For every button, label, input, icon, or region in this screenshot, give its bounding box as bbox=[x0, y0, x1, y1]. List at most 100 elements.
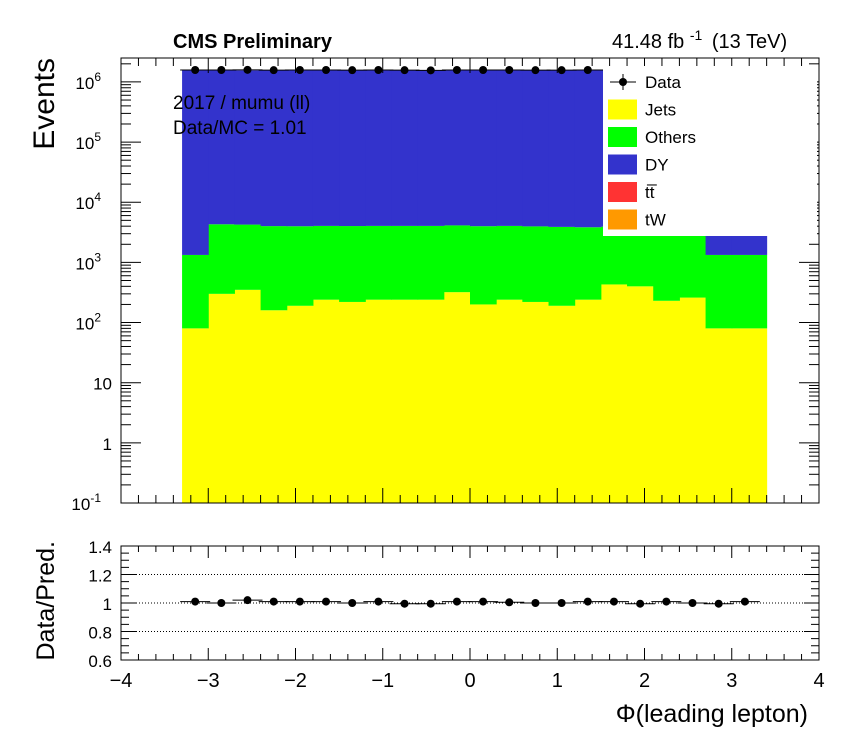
bar-jets bbox=[522, 301, 550, 503]
bar-dy bbox=[548, 70, 576, 227]
y-tick-label: 102 bbox=[75, 311, 101, 334]
ratio-point bbox=[688, 599, 697, 607]
data-point bbox=[557, 66, 566, 75]
bar-others bbox=[182, 254, 209, 329]
bar-others bbox=[627, 227, 654, 287]
x-tick-label: −2 bbox=[284, 670, 307, 692]
y-tick-exponent: -1 bbox=[90, 491, 101, 505]
bar-jets bbox=[391, 299, 419, 503]
bar-others bbox=[365, 225, 392, 300]
legend: Data Jets Others DY tt̅ tW bbox=[603, 66, 817, 236]
bar-jets bbox=[286, 305, 314, 503]
bar-others bbox=[574, 227, 602, 300]
bar-jets bbox=[627, 286, 654, 503]
legend-swatch-tw bbox=[608, 209, 637, 230]
y-tick-label: 10 bbox=[93, 375, 112, 394]
y-tick-label: 105 bbox=[75, 130, 101, 153]
bar-others bbox=[443, 225, 471, 293]
data-point bbox=[452, 65, 461, 74]
bar-dy bbox=[391, 70, 419, 226]
bar-others bbox=[417, 225, 445, 300]
bar-dy bbox=[443, 70, 471, 226]
bar-jets bbox=[496, 299, 523, 503]
legend-label-jets: Jets bbox=[645, 101, 676, 120]
bar-others bbox=[470, 226, 497, 305]
bar-jets bbox=[470, 304, 497, 503]
luminosity-label: 41.48 fb -1 (13 TeV) bbox=[612, 23, 787, 53]
bar-others bbox=[234, 224, 262, 290]
ratio-point bbox=[269, 597, 278, 606]
y-tick-exponent: 6 bbox=[94, 70, 101, 84]
y-axis-title-events: Events bbox=[28, 58, 61, 150]
ratio-y-tick-label: 0.6 bbox=[88, 652, 112, 671]
y-tick-base: 10 bbox=[75, 315, 94, 334]
data-point bbox=[583, 65, 592, 74]
selection-label: 2017 / mumu (ll) bbox=[173, 93, 310, 114]
legend-label-dy: DY bbox=[645, 156, 669, 175]
data-point bbox=[322, 65, 331, 74]
x-tick-label: −3 bbox=[197, 670, 220, 692]
legend-label-others: Others bbox=[645, 128, 696, 147]
ratio-point bbox=[740, 597, 749, 606]
ratio-point bbox=[479, 597, 488, 606]
bar-dy bbox=[496, 70, 523, 226]
ratio-point bbox=[322, 597, 331, 606]
legend-label-tw: tW bbox=[645, 211, 666, 230]
data-point bbox=[217, 65, 226, 74]
ratio-points bbox=[180, 596, 760, 608]
bar-jets bbox=[312, 299, 340, 503]
x-axis-top-ticks bbox=[120, 58, 820, 503]
bar-others bbox=[522, 226, 550, 302]
data-point bbox=[348, 66, 357, 75]
data-point bbox=[374, 65, 383, 74]
ratio-point bbox=[400, 599, 409, 608]
bar-others bbox=[391, 225, 419, 300]
bar-others bbox=[339, 226, 366, 302]
ratio-y-axis: 0.6 0.8 1 1.2 1.4 bbox=[88, 538, 819, 671]
data-point bbox=[505, 65, 514, 74]
series-others bbox=[182, 224, 768, 329]
bar-jets bbox=[731, 328, 768, 503]
y-tick-label: 1 bbox=[103, 435, 112, 454]
bar-jets bbox=[679, 297, 707, 503]
bar-dy bbox=[522, 70, 550, 227]
data-point bbox=[426, 66, 435, 75]
ratio-point bbox=[243, 596, 252, 605]
ratio-point bbox=[714, 599, 723, 608]
ratio-y-tick-label: 0.8 bbox=[88, 624, 112, 643]
data-mc-ratio-label: Data/MC = 1.01 bbox=[173, 118, 307, 139]
legend-marker-point bbox=[619, 78, 627, 86]
x-tick-label: 4 bbox=[813, 670, 824, 692]
x-tick-label: 3 bbox=[726, 670, 737, 692]
ratio-point bbox=[636, 599, 645, 608]
ratio-point bbox=[348, 599, 357, 607]
y-tick-base: 10 bbox=[75, 254, 94, 273]
y-tick-base: 10 bbox=[75, 74, 94, 93]
bar-jets bbox=[339, 301, 366, 503]
data-point bbox=[400, 66, 409, 75]
x-tick-label: 2 bbox=[639, 670, 650, 692]
bar-dy bbox=[574, 70, 602, 228]
x-axis: −4 −3 −2 −1 0 1 2 3 4 bbox=[110, 546, 825, 692]
bar-others bbox=[600, 226, 628, 285]
bar-jets bbox=[182, 328, 209, 503]
ratio-point bbox=[609, 597, 618, 606]
bar-others bbox=[260, 226, 288, 311]
energy-label: (13 TeV) bbox=[712, 31, 787, 53]
data-point bbox=[191, 65, 200, 74]
ratio-point bbox=[217, 599, 226, 607]
experiment-label: CMS Preliminary bbox=[173, 31, 333, 53]
y-tick-exponent: 3 bbox=[94, 250, 101, 264]
bar-others bbox=[731, 254, 768, 329]
luminosity-exponent: -1 bbox=[690, 27, 703, 43]
bar-dy bbox=[286, 70, 314, 227]
bar-dy bbox=[470, 70, 497, 227]
bar-others bbox=[548, 226, 576, 306]
bar-dy bbox=[417, 70, 445, 226]
bar-others bbox=[679, 229, 707, 298]
ratio-point bbox=[531, 599, 540, 607]
bar-jets bbox=[653, 300, 680, 503]
ratio-point bbox=[662, 597, 671, 606]
ratio-panel: 0.6 0.8 1 1.2 1.4 −4 −3 −2 −1 0 1 2 3 4 bbox=[88, 538, 824, 692]
